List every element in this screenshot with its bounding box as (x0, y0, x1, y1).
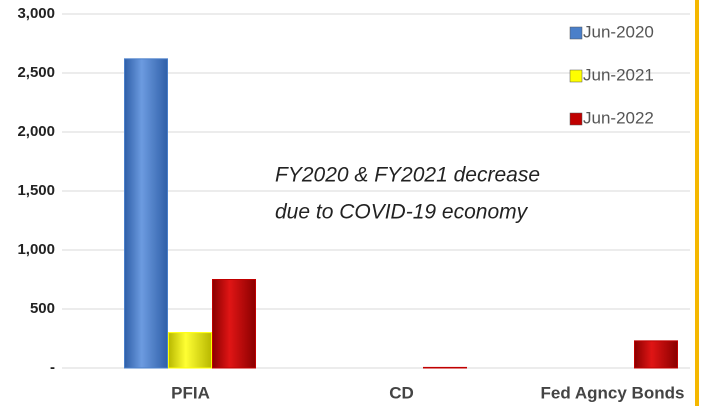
legend-marker (569, 69, 583, 83)
legend-label: Jun-2020 (583, 22, 654, 41)
legend-marker (569, 112, 583, 126)
y-tick-label: 2,500 (17, 64, 55, 81)
x-tick-label: PFIA (171, 383, 210, 402)
y-tick-label: 500 (30, 300, 55, 317)
bars (124, 58, 678, 369)
annotation: FY2020 & FY2021 decrease (275, 164, 540, 187)
annotation: due to COVID-19 economy (275, 201, 529, 224)
bar (168, 332, 212, 369)
legend-label: Jun-2022 (583, 108, 654, 127)
x-tick-label: Fed Agncy Bonds (541, 383, 685, 402)
y-tick-label: - (50, 359, 55, 376)
bar (423, 366, 467, 369)
bar (124, 58, 168, 369)
bar (212, 279, 256, 369)
bar (634, 340, 678, 369)
y-tick-label: 2,000 (17, 123, 55, 140)
y-tick-label: 1,500 (17, 182, 55, 199)
x-tick-label: CD (389, 383, 414, 402)
legend-label: Jun-2021 (583, 65, 654, 84)
y-tick-label: 1,000 (17, 241, 55, 258)
legend-marker (569, 26, 583, 40)
y-tick-label: 3,000 (17, 5, 55, 22)
